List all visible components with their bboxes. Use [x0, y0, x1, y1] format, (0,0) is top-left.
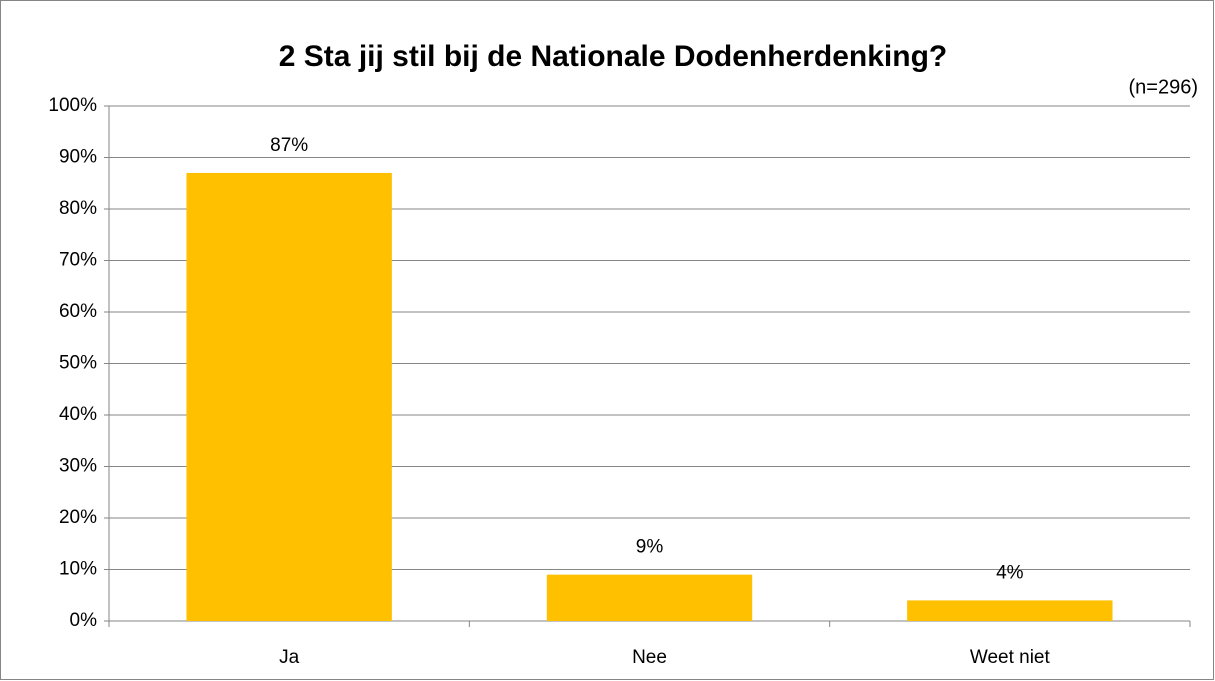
y-tick-label: 30%: [59, 456, 97, 477]
y-tick-label: 70%: [59, 250, 97, 271]
bar: [907, 600, 1113, 621]
y-tick-label: 60%: [59, 301, 97, 322]
chart-title: 2 Sta jij stil bij de Nationale Dodenher…: [279, 40, 947, 73]
value-label: 4%: [996, 562, 1024, 583]
y-tick-label: 100%: [48, 95, 97, 116]
bar: [186, 172, 392, 621]
x-tick-label: Weet niet: [970, 647, 1051, 668]
bar: [546, 574, 753, 621]
x-tick-label: Nee: [632, 647, 667, 668]
value-label: 87%: [270, 135, 308, 156]
y-tick-label: 40%: [59, 404, 97, 425]
y-tick-label: 20%: [59, 507, 97, 528]
value-label: 9%: [636, 537, 664, 558]
y-tick-label: 0%: [70, 610, 98, 631]
y-tick-label: 90%: [59, 147, 97, 168]
y-tick-label: 10%: [59, 559, 97, 580]
x-tick-label: Ja: [279, 647, 300, 668]
y-tick-label: 80%: [59, 198, 97, 219]
chart-subtitle: (n=296): [1129, 76, 1199, 98]
y-tick-label: 50%: [59, 353, 97, 374]
